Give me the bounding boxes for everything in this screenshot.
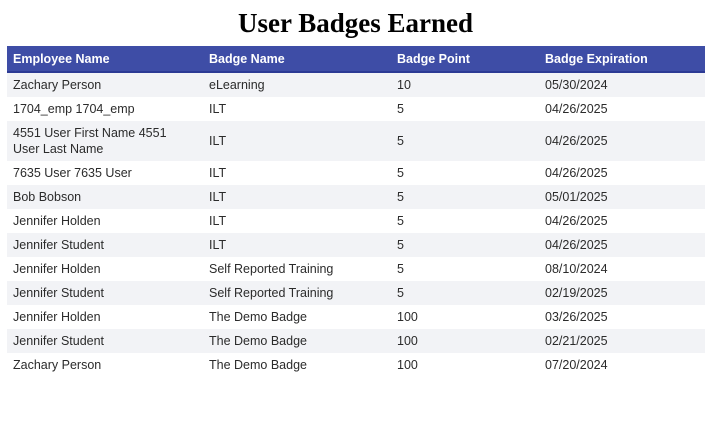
table-row: 1704_emp 1704_emp ILT 5 04/26/2025 xyxy=(7,97,705,121)
cell-employee-name: 7635 User 7635 User xyxy=(13,166,132,180)
cell-badge-expiration: 04/26/2025 xyxy=(539,121,705,161)
badges-table: Employee Name Badge Name Badge Point Bad… xyxy=(7,46,705,377)
table-row: Jennifer Holden The Demo Badge 100 03/26/20… xyxy=(7,305,705,329)
cell-badge-point: 5 xyxy=(391,185,539,209)
table-body: Zachary Person eLearning 10 05/30/2024 1704_… xyxy=(7,72,705,377)
page-title: User Badges Earned xyxy=(237,8,473,38)
table-row: 7635 User 7635 User ILT 5 04/26/2025 xyxy=(7,161,705,185)
cell-badge-name: eLearning xyxy=(203,72,391,97)
cell-badge-point: 100 xyxy=(397,358,418,372)
cell-badge-expiration: 02/21/2025 xyxy=(539,329,705,353)
cell-badge-point: 5 xyxy=(397,102,404,116)
cell-employee-name: Bob Bobson xyxy=(7,185,203,209)
cell-badge-point: 5 xyxy=(391,121,539,161)
table-row: Zachary Person The Demo Badge 100 07/20/202… xyxy=(7,353,705,377)
column-header-badge-name: Badge Name xyxy=(203,46,391,73)
cell-badge-name: ILT xyxy=(203,233,391,257)
column-header-employee-name: Employee Name xyxy=(7,46,203,73)
cell-badge-name: Self Reported Training xyxy=(203,281,391,305)
cell-badge-expiration: 08/10/2024 xyxy=(545,262,608,276)
cell-employee-name: Jennifer Student xyxy=(7,281,203,305)
cell-badge-expiration: 04/26/2025 xyxy=(539,233,705,257)
table-row: Jennifer Student ILT 5 04/26/2025 xyxy=(7,233,705,257)
cell-badge-point: 5 xyxy=(391,233,539,257)
cell-badge-name: The Demo Badge xyxy=(209,310,307,324)
table-row: Zachary Person eLearning 10 05/30/2024 xyxy=(7,72,705,97)
cell-employee-name: Jennifer Holden xyxy=(13,262,101,276)
cell-badge-expiration: 03/26/2025 xyxy=(545,310,608,324)
cell-badge-expiration: 04/26/2025 xyxy=(545,214,608,228)
cell-badge-expiration: 05/30/2024 xyxy=(539,72,705,97)
table-header-row: Employee Name Badge Name Badge Point Bad… xyxy=(7,46,705,73)
cell-badge-point: 100 xyxy=(397,310,418,324)
cell-badge-point: 10 xyxy=(391,72,539,97)
cell-badge-name: ILT xyxy=(209,102,227,116)
table-row: Bob Bobson ILT 5 05/01/2025 xyxy=(7,185,705,209)
cell-badge-expiration: 04/26/2025 xyxy=(545,102,608,116)
cell-employee-name: 4551 User First Name 4551 User Last Name xyxy=(7,121,203,161)
cell-badge-name: ILT xyxy=(209,166,227,180)
cell-employee-name: Zachary Person xyxy=(7,72,203,97)
cell-badge-point: 5 xyxy=(391,281,539,305)
cell-employee-name: Jennifer Holden xyxy=(13,310,101,324)
cell-badge-expiration: 04/26/2025 xyxy=(545,166,608,180)
cell-badge-name: ILT xyxy=(203,185,391,209)
cell-badge-name: ILT xyxy=(203,121,391,161)
cell-badge-point: 5 xyxy=(397,166,404,180)
column-header-badge-expiration: Badge Expiration xyxy=(539,46,705,73)
table-row: 4551 User First Name 4551 User Last Name… xyxy=(7,121,705,161)
cell-badge-point: 5 xyxy=(397,262,404,276)
column-header-badge-point: Badge Point xyxy=(391,46,539,73)
cell-badge-name: ILT xyxy=(209,214,227,228)
cell-badge-name: Self Reported Training xyxy=(209,262,334,276)
cell-employee-name: Jennifer Student xyxy=(7,329,203,353)
cell-badge-expiration: 05/01/2025 xyxy=(539,185,705,209)
table-row: Jennifer Student The Demo Badge 100 02/21/2… xyxy=(7,329,705,353)
table-row: Jennifer Holden ILT 5 04/26/2025 xyxy=(7,209,705,233)
table-row: Jennifer Holden Self Reported Training 5 08… xyxy=(7,257,705,281)
cell-badge-expiration: 02/19/2025 xyxy=(539,281,705,305)
cell-badge-point: 5 xyxy=(397,214,404,228)
cell-employee-name: Jennifer Student xyxy=(7,233,203,257)
cell-badge-expiration: 07/20/2024 xyxy=(545,358,608,372)
cell-employee-name: Zachary Person xyxy=(13,358,102,372)
cell-badge-name: The Demo Badge xyxy=(203,329,391,353)
table-row: Jennifer Student Self Reported Training 5 0… xyxy=(7,281,705,305)
cell-badge-point: 100 xyxy=(391,329,539,353)
cell-employee-name: 1704_emp 1704_emp xyxy=(13,102,135,116)
cell-employee-name: Jennifer Holden xyxy=(13,214,101,228)
cell-badge-name: The Demo Badge xyxy=(209,358,307,372)
